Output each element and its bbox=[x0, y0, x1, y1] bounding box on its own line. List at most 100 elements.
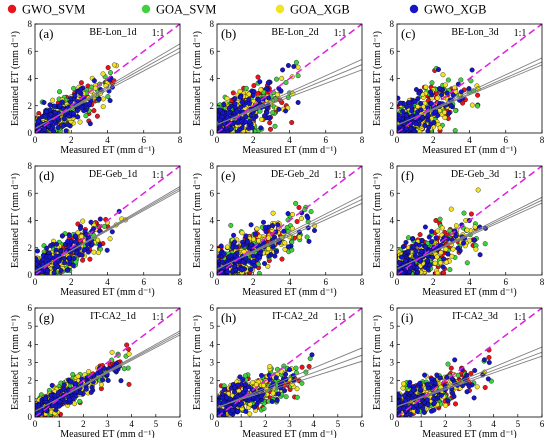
point bbox=[70, 262, 76, 268]
point bbox=[259, 372, 264, 378]
point bbox=[59, 99, 65, 105]
point bbox=[403, 239, 409, 245]
point bbox=[439, 92, 445, 98]
point bbox=[270, 110, 276, 116]
point bbox=[304, 234, 310, 240]
point bbox=[475, 187, 481, 193]
point bbox=[258, 87, 264, 93]
x-tick-label: 8 bbox=[178, 277, 183, 287]
point bbox=[413, 121, 419, 127]
point bbox=[252, 231, 258, 237]
regression-line bbox=[397, 202, 542, 269]
point bbox=[97, 216, 103, 222]
y-tick-label: 8 bbox=[28, 161, 33, 171]
point bbox=[256, 270, 262, 275]
point bbox=[260, 383, 266, 388]
legend: GWO_SVM GOA_SVM GOA_XGB GWO_XGB bbox=[7, 3, 487, 17]
point bbox=[445, 398, 451, 404]
point bbox=[464, 227, 470, 233]
point bbox=[66, 255, 72, 261]
point bbox=[295, 100, 301, 105]
y-tick-label: 3 bbox=[28, 358, 33, 368]
point bbox=[471, 395, 477, 401]
point bbox=[406, 100, 412, 106]
point bbox=[264, 86, 269, 91]
point bbox=[450, 92, 456, 98]
point bbox=[282, 388, 288, 394]
point bbox=[226, 110, 232, 116]
point bbox=[275, 222, 281, 228]
panel-letter: (h) bbox=[221, 310, 236, 325]
y-tick-label: 4 bbox=[28, 216, 33, 226]
point bbox=[450, 246, 456, 252]
point bbox=[105, 65, 111, 71]
point bbox=[417, 232, 423, 238]
point bbox=[221, 102, 227, 107]
point bbox=[57, 399, 63, 405]
point bbox=[403, 413, 409, 417]
point bbox=[428, 89, 434, 95]
point bbox=[299, 216, 304, 221]
point bbox=[263, 229, 269, 235]
point bbox=[418, 258, 423, 264]
one-to-one-label: 1:1 bbox=[334, 28, 347, 39]
point bbox=[224, 395, 230, 401]
point bbox=[231, 264, 237, 269]
point bbox=[445, 236, 451, 242]
point bbox=[472, 368, 478, 373]
one-to-one-line bbox=[216, 165, 363, 276]
point bbox=[438, 392, 444, 398]
x-tick-label: 6 bbox=[178, 419, 183, 429]
one-to-one-line bbox=[216, 307, 363, 418]
site-label: BE-Lon_2d bbox=[271, 27, 318, 38]
point bbox=[250, 380, 256, 385]
point bbox=[448, 206, 454, 212]
point bbox=[77, 119, 83, 125]
point bbox=[285, 63, 291, 68]
series-GWO_XGB bbox=[35, 75, 115, 133]
point bbox=[254, 226, 260, 232]
point bbox=[402, 393, 408, 399]
point bbox=[415, 269, 421, 275]
point bbox=[262, 113, 267, 119]
point bbox=[93, 85, 98, 91]
point bbox=[297, 234, 302, 240]
y-tick-label: 6 bbox=[210, 188, 215, 198]
y-tick-label: 2 bbox=[28, 101, 33, 111]
point bbox=[224, 244, 230, 250]
point bbox=[79, 105, 85, 111]
point bbox=[449, 253, 455, 259]
y-tick-label: 4 bbox=[390, 216, 395, 226]
point bbox=[94, 113, 100, 119]
y-tick-label: 2 bbox=[210, 101, 215, 111]
point bbox=[433, 218, 439, 223]
point bbox=[417, 242, 422, 248]
x-tick-label: 1 bbox=[239, 419, 244, 429]
point bbox=[290, 212, 295, 217]
point bbox=[280, 67, 286, 73]
point bbox=[59, 233, 65, 239]
point bbox=[429, 379, 435, 385]
point bbox=[274, 76, 279, 82]
legend-label: GOA_XGB bbox=[290, 3, 350, 17]
y-tick-label: 4 bbox=[210, 339, 215, 349]
point bbox=[72, 233, 78, 239]
point bbox=[425, 113, 431, 118]
point bbox=[253, 382, 259, 388]
point bbox=[287, 367, 293, 373]
point bbox=[442, 82, 448, 88]
point bbox=[217, 107, 223, 113]
site-label: BE-Lon_1d bbox=[89, 27, 136, 38]
point bbox=[437, 375, 443, 381]
point bbox=[428, 101, 434, 107]
point bbox=[472, 224, 478, 230]
legend-item: GWO_SVM bbox=[7, 3, 85, 17]
point bbox=[72, 401, 77, 407]
panel-letter: (b) bbox=[221, 26, 236, 41]
legend-marker bbox=[275, 4, 285, 14]
x-tick-label: 5 bbox=[336, 419, 341, 429]
point bbox=[239, 99, 245, 105]
point bbox=[397, 115, 403, 121]
y-tick-label: 0 bbox=[390, 128, 395, 138]
